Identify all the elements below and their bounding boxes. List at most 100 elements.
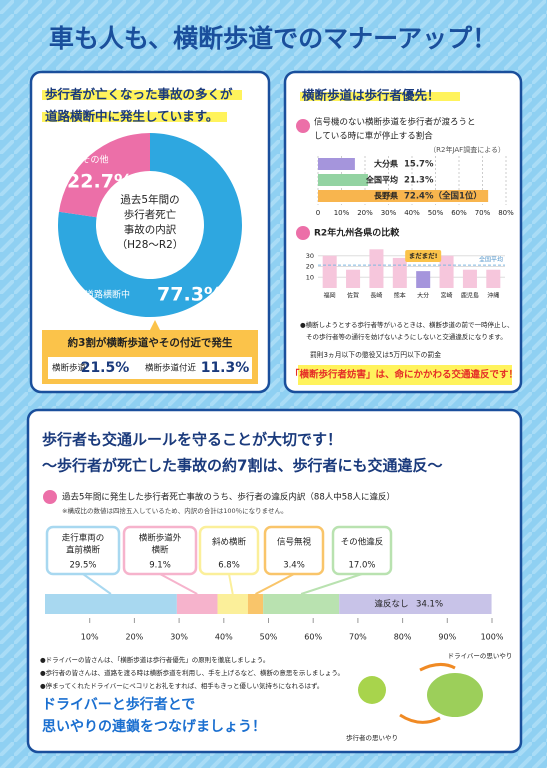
bar-segment: [247, 594, 264, 614]
icon: [296, 226, 310, 240]
arrow: [399, 663, 456, 724]
x-tick-label: 宮崎: [441, 292, 453, 300]
label-box: [263, 525, 325, 576]
bar-segment: [339, 594, 492, 614]
y-tick-label: 30: [306, 252, 314, 260]
connector: [255, 573, 295, 595]
bullet: ●ドライバーの皆さんは、「横断歩道は歩行者優先」の原則を徹底しましょう。: [40, 655, 269, 664]
highlight: [300, 92, 460, 101]
bar-segment: [263, 594, 340, 614]
category-label: 横断: [151, 545, 169, 556]
pie-slice: [58, 133, 150, 218]
illustration-label: 歩行者の思いやり: [346, 733, 398, 742]
question: している時に車が停止する割合: [314, 131, 433, 142]
connector: [159, 573, 198, 595]
x-tick-label: 大分: [417, 292, 429, 300]
penalty: 罰則3ヵ月以下の懲役又は5万円以下の罰金: [310, 350, 441, 359]
label-box: [45, 525, 121, 576]
chart-title: R2年九州各県の比較: [314, 227, 400, 239]
label-box: [122, 525, 198, 576]
note: その歩行者等の通行を妨げないようにしないと交通違反になります。: [306, 332, 507, 341]
subtitle: 過去5年間に発生した歩行者死亡事故のうち、歩行者の違反内訳（88人中58人に違反…: [62, 492, 395, 503]
x-tick-label: 70%: [475, 209, 491, 217]
connector: [82, 573, 112, 595]
x-tick-label: 70%: [349, 633, 367, 642]
value-label: 22.7%: [67, 171, 133, 193]
label-box: [331, 525, 393, 576]
bar-label: 長野県: [374, 191, 398, 201]
x-tick-label: 20%: [126, 633, 144, 642]
value-label: 6.8%: [218, 561, 240, 571]
value-label: 15.7%: [404, 160, 434, 170]
sub-label: 横断歩道: [52, 363, 87, 374]
category-label: 違反なし: [375, 599, 409, 610]
bar: [318, 174, 369, 186]
bar: [346, 269, 361, 288]
highlight: [298, 365, 512, 385]
center-label: 事故の内訳: [124, 223, 177, 236]
note: ●横断しようとする歩行者等がいるときは、横断歩道の前で一時停止し、: [300, 320, 513, 329]
x-tick-label: 10%: [334, 209, 350, 217]
value-label: 77.3%: [157, 284, 223, 306]
bar: [369, 249, 384, 288]
annotation-bg: [405, 250, 442, 262]
x-tick-label: 長崎: [370, 292, 382, 300]
slogan: 思いやりの連鎖をつなげましょう！: [42, 718, 266, 735]
x-tick-label: 佐賀: [347, 292, 359, 300]
bar: [318, 158, 355, 170]
x-tick-label: 鹿児島: [461, 292, 479, 300]
sub-value: 11.3%: [201, 360, 250, 376]
heading: 〜歩行者が死亡した事故の約7割は、歩行者にも交通違反〜: [42, 457, 442, 475]
warning: 「横断歩行者妨害」は、命にかかわる交通違反です！: [290, 369, 518, 381]
bar: [322, 255, 337, 288]
x-tick-label: 90%: [438, 633, 456, 642]
x-tick-label: 0: [316, 209, 320, 217]
x-tick-label: 30%: [170, 633, 188, 642]
x-tick-label: 20%: [357, 209, 373, 217]
bar: [392, 257, 407, 288]
x-tick-label: 40%: [404, 209, 420, 217]
person-illustration: [358, 676, 386, 704]
question: 信号機のない横断歩道を歩行者が渡ろうと: [314, 117, 476, 128]
icon: [43, 490, 57, 504]
annotation: まだまだ!: [409, 251, 438, 260]
x-tick-label: 30%: [381, 209, 397, 217]
x-tick-label: 50%: [260, 633, 278, 642]
value-label: 72.4%（全国1位）: [404, 191, 482, 202]
slice-label: その他: [81, 154, 108, 166]
value-label: 17.0%: [348, 561, 375, 571]
callout: 約3割が横断歩道やその付近で発生: [68, 336, 233, 349]
x-tick-label: 沖縄: [487, 292, 499, 300]
bar: [486, 269, 501, 288]
x-tick-label: 80%: [498, 209, 514, 217]
x-tick-label: 40%: [215, 633, 233, 642]
value-label: 34.1%: [416, 600, 443, 610]
connector: [228, 573, 234, 595]
note: ※構成比の数値は四捨五入しているため、内訳の合計は100％になりません。: [62, 506, 287, 515]
bar: [462, 269, 477, 288]
panel: [29, 70, 271, 394]
bar-segment: [217, 594, 248, 614]
y-tick-label: 20: [306, 263, 314, 271]
value-label: 21.3%: [404, 176, 434, 186]
bar: [439, 255, 454, 288]
illustration-label: ドライバーの思いやり: [448, 652, 513, 660]
value-label: 3.4%: [283, 561, 305, 571]
reference-label: 全国平均: [479, 256, 503, 264]
panel: [26, 408, 523, 754]
category-label: その他違反: [341, 537, 384, 548]
car-illustration: [427, 673, 483, 717]
bullet: ●停まってくれたドライバーにペコリとお礼をすれば、相手もきっと優しい気持ちになれ…: [40, 681, 323, 690]
x-tick-label: 100%: [481, 633, 504, 642]
bar: [416, 271, 431, 288]
heading: 道路横断中に発生しています。: [45, 109, 218, 124]
callout-inner: [48, 357, 252, 379]
center-label: （H28〜R2）: [117, 239, 184, 251]
category-label: 斜め横断: [212, 537, 247, 548]
y-tick-label: 10: [306, 273, 314, 281]
category-label: 信号無視: [277, 537, 312, 548]
x-tick-label: 60%: [451, 209, 467, 217]
heading: 横断歩道は歩行者優先！: [302, 88, 440, 103]
